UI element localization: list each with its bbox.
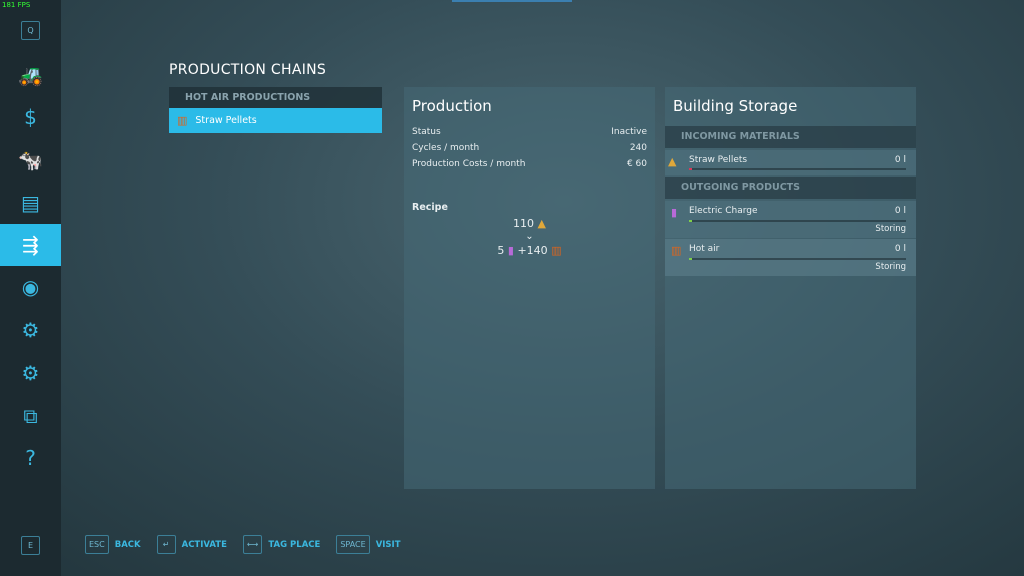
hint-back[interactable]: ESC BACK	[85, 535, 141, 554]
storage-item-electric-charge: ▮ Electric Charge 0 l Storing	[665, 201, 916, 238]
key-badge: SPACE	[336, 535, 370, 554]
row-label: Production Costs / month	[412, 159, 526, 169]
hint-label: TAG PLACE	[268, 539, 321, 550]
outgoing-header: OUTGOING PRODUCTS	[665, 177, 916, 199]
item-status: Storing	[875, 224, 906, 234]
hint-activate[interactable]: ↵ ACTIVATE	[156, 535, 227, 554]
page-title: PRODUCTION CHAINS	[169, 62, 327, 78]
storage-title: Building Storage	[673, 97, 798, 115]
fill-bar	[689, 258, 906, 260]
straw-pellets-icon: ▲	[537, 217, 546, 230]
output-amount-hot-air: +140	[517, 244, 548, 257]
output-amount-electric: 5	[497, 244, 505, 257]
key-badge: ESC	[85, 535, 109, 554]
list-header: HOT AIR PRODUCTIONS	[169, 87, 382, 108]
item-name: Electric Charge	[689, 206, 758, 216]
prev-tab-key[interactable]: Q	[21, 21, 40, 40]
hint-label: VISIT	[375, 539, 401, 550]
sidebar-item-tractor[interactable]: 🚜	[0, 54, 61, 96]
workers-icon: ⚙	[21, 318, 40, 342]
production-title: Production	[412, 97, 492, 115]
recipe-label: Recipe	[412, 202, 448, 213]
info-row: Cycles / month 240	[404, 140, 655, 156]
item-status: Storing	[875, 262, 906, 272]
sidebar-item-dollar[interactable]: $	[0, 96, 61, 138]
settings-icon: ⚙	[21, 361, 40, 385]
item-name: Straw Pellets	[689, 155, 748, 165]
key-badge: ↵	[156, 535, 176, 554]
info-row: Status Inactive	[404, 124, 655, 140]
dollar-icon: $	[24, 105, 37, 129]
item-amount: 0 l	[894, 244, 906, 254]
recipe-input: 110 ▲	[404, 217, 655, 230]
sidebar-item-hierarchy[interactable]: ⧉	[0, 395, 61, 437]
straw-pellets-icon: ▲	[668, 155, 677, 168]
row-value: 240	[629, 143, 647, 153]
hot-air-icon: ▥	[671, 244, 682, 257]
hot-air-icon: ▥	[177, 114, 188, 127]
storage-item-hot-air: ▥ Hot air 0 l Storing	[665, 239, 916, 276]
sidebar-item-settings[interactable]: ⚙	[0, 352, 61, 394]
fill-bar	[689, 220, 906, 222]
sidebar-item-contracts[interactable]: ▤	[0, 182, 61, 224]
hierarchy-icon: ⧉	[23, 404, 38, 428]
sidebar: Q 🚜 $ 🐄 ▤ ⇶ ◉ ⚙ ⚙ ⧉? E	[0, 0, 61, 576]
row-label: Status	[412, 127, 441, 137]
hot-air-icon: ▥	[551, 244, 562, 257]
sidebar-item-help-book[interactable]: ?	[0, 437, 61, 479]
production-panel: Production Status Inactive Cycles / month 2…	[404, 87, 655, 489]
electric-charge-icon: ▮	[507, 244, 514, 257]
input-amount: 110	[513, 217, 535, 230]
info-row: Production Costs / month € 60	[404, 156, 655, 172]
item-amount: 0 l	[894, 206, 906, 216]
cow-icon: 🐄	[18, 148, 43, 172]
sidebar-item-production[interactable]: ⇶	[0, 224, 61, 266]
hint-label: ACTIVATE	[181, 539, 227, 550]
row-label: Cycles / month	[412, 143, 480, 153]
row-value: Inactive	[611, 127, 647, 137]
help-book-icon: ?	[25, 446, 36, 470]
button-hints: ESC BACK ↵ ACTIVATE ⟷ TAG PLACE SPACE VISIT	[85, 535, 401, 554]
list-item-label: Straw Pellets	[195, 115, 257, 126]
fill-bar	[689, 168, 906, 170]
hint-visit[interactable]: SPACE VISIT	[336, 535, 401, 554]
item-name: Hot air	[689, 244, 720, 254]
row-value: € 60	[626, 159, 647, 169]
electric-charge-icon: ▮	[671, 206, 678, 219]
tractor-icon: 🚜	[18, 63, 43, 87]
key-badge: ⟷	[242, 535, 263, 554]
next-tab-key[interactable]: E	[21, 536, 40, 555]
production-icon: ⇶	[22, 233, 39, 257]
recipe-output: 5 ▮ +140 ▥	[404, 244, 655, 257]
map-icon: ◉	[21, 275, 40, 299]
chevron-down-icon: ⌄	[525, 231, 534, 242]
hint-tag-place[interactable]: ⟷ TAG PLACE	[242, 535, 321, 554]
item-amount: 0 l	[894, 155, 906, 165]
sidebar-item-map[interactable]: ◉	[0, 266, 61, 308]
sidebar-item-workers[interactable]: ⚙	[0, 309, 61, 351]
top-indicator	[452, 0, 572, 2]
list-item-straw-pellets[interactable]: ▥ Straw Pellets	[169, 108, 382, 133]
building-storage-panel: Building Storage INCOMING MATERIALS ▲ St…	[665, 87, 916, 489]
fps-counter: 181 FPS	[2, 1, 31, 9]
storage-item-straw-pellets: ▲ Straw Pellets 0 l	[665, 150, 916, 175]
sidebar-item-cow[interactable]: 🐄	[0, 139, 61, 181]
incoming-header: INCOMING MATERIALS	[665, 126, 916, 148]
contracts-icon: ▤	[21, 191, 40, 215]
hint-label: BACK	[114, 539, 141, 550]
